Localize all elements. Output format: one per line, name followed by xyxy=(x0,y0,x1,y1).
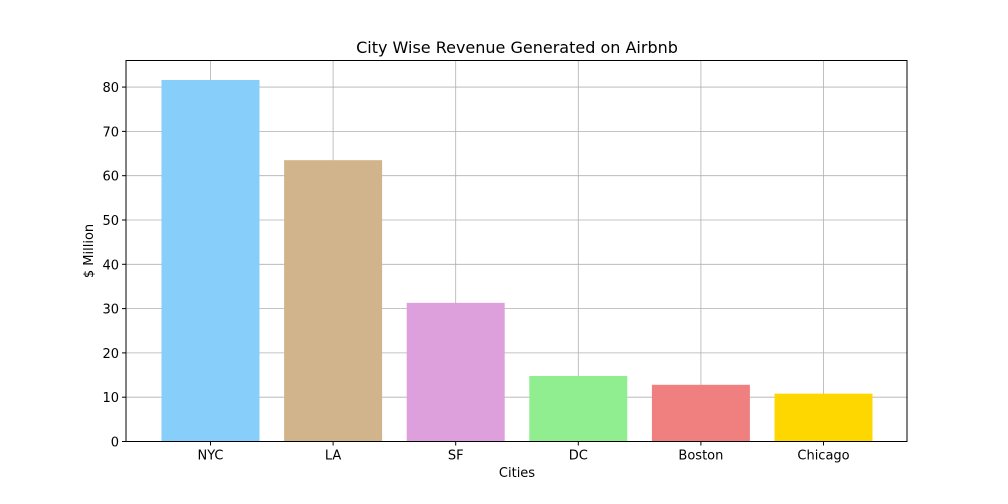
y-tick-label: 10 xyxy=(102,391,119,406)
bar-sf xyxy=(406,302,505,442)
x-tick-label: SF xyxy=(448,449,464,464)
y-tick-label: 0 xyxy=(111,436,119,451)
chart-title: City Wise Revenue Generated on Airbnb xyxy=(356,38,678,57)
axis-ticks xyxy=(122,86,824,446)
y-axis-label: $ Million xyxy=(82,224,97,278)
x-tick-label: NYC xyxy=(197,449,223,464)
y-tick-label: 60 xyxy=(102,170,119,185)
bar-dc xyxy=(529,375,628,442)
y-tick-label: 80 xyxy=(102,81,119,96)
x-tick-label: Chicago xyxy=(797,449,849,464)
x-axis-label: Cities xyxy=(499,466,535,481)
y-tick-label: 50 xyxy=(102,214,119,229)
x-tick-label: DC xyxy=(569,449,588,464)
y-tick-label: 30 xyxy=(102,303,119,318)
bar-chicago xyxy=(774,393,873,442)
bar-boston xyxy=(651,384,750,442)
plot-frame xyxy=(125,60,908,442)
y-tick-label: 20 xyxy=(102,347,119,362)
bars xyxy=(161,79,873,442)
bar-la xyxy=(284,160,383,442)
x-tick-label: LA xyxy=(325,449,342,464)
y-tick-label: 70 xyxy=(102,125,119,140)
x-tick-label: Boston xyxy=(678,449,723,464)
bar-nyc xyxy=(161,79,260,442)
tick-labels: 0 10 20 30 40 50 60 70 80 NYC LA SF DC Boston Chicago xyxy=(102,81,849,463)
y-tick-label: 40 xyxy=(102,258,119,273)
